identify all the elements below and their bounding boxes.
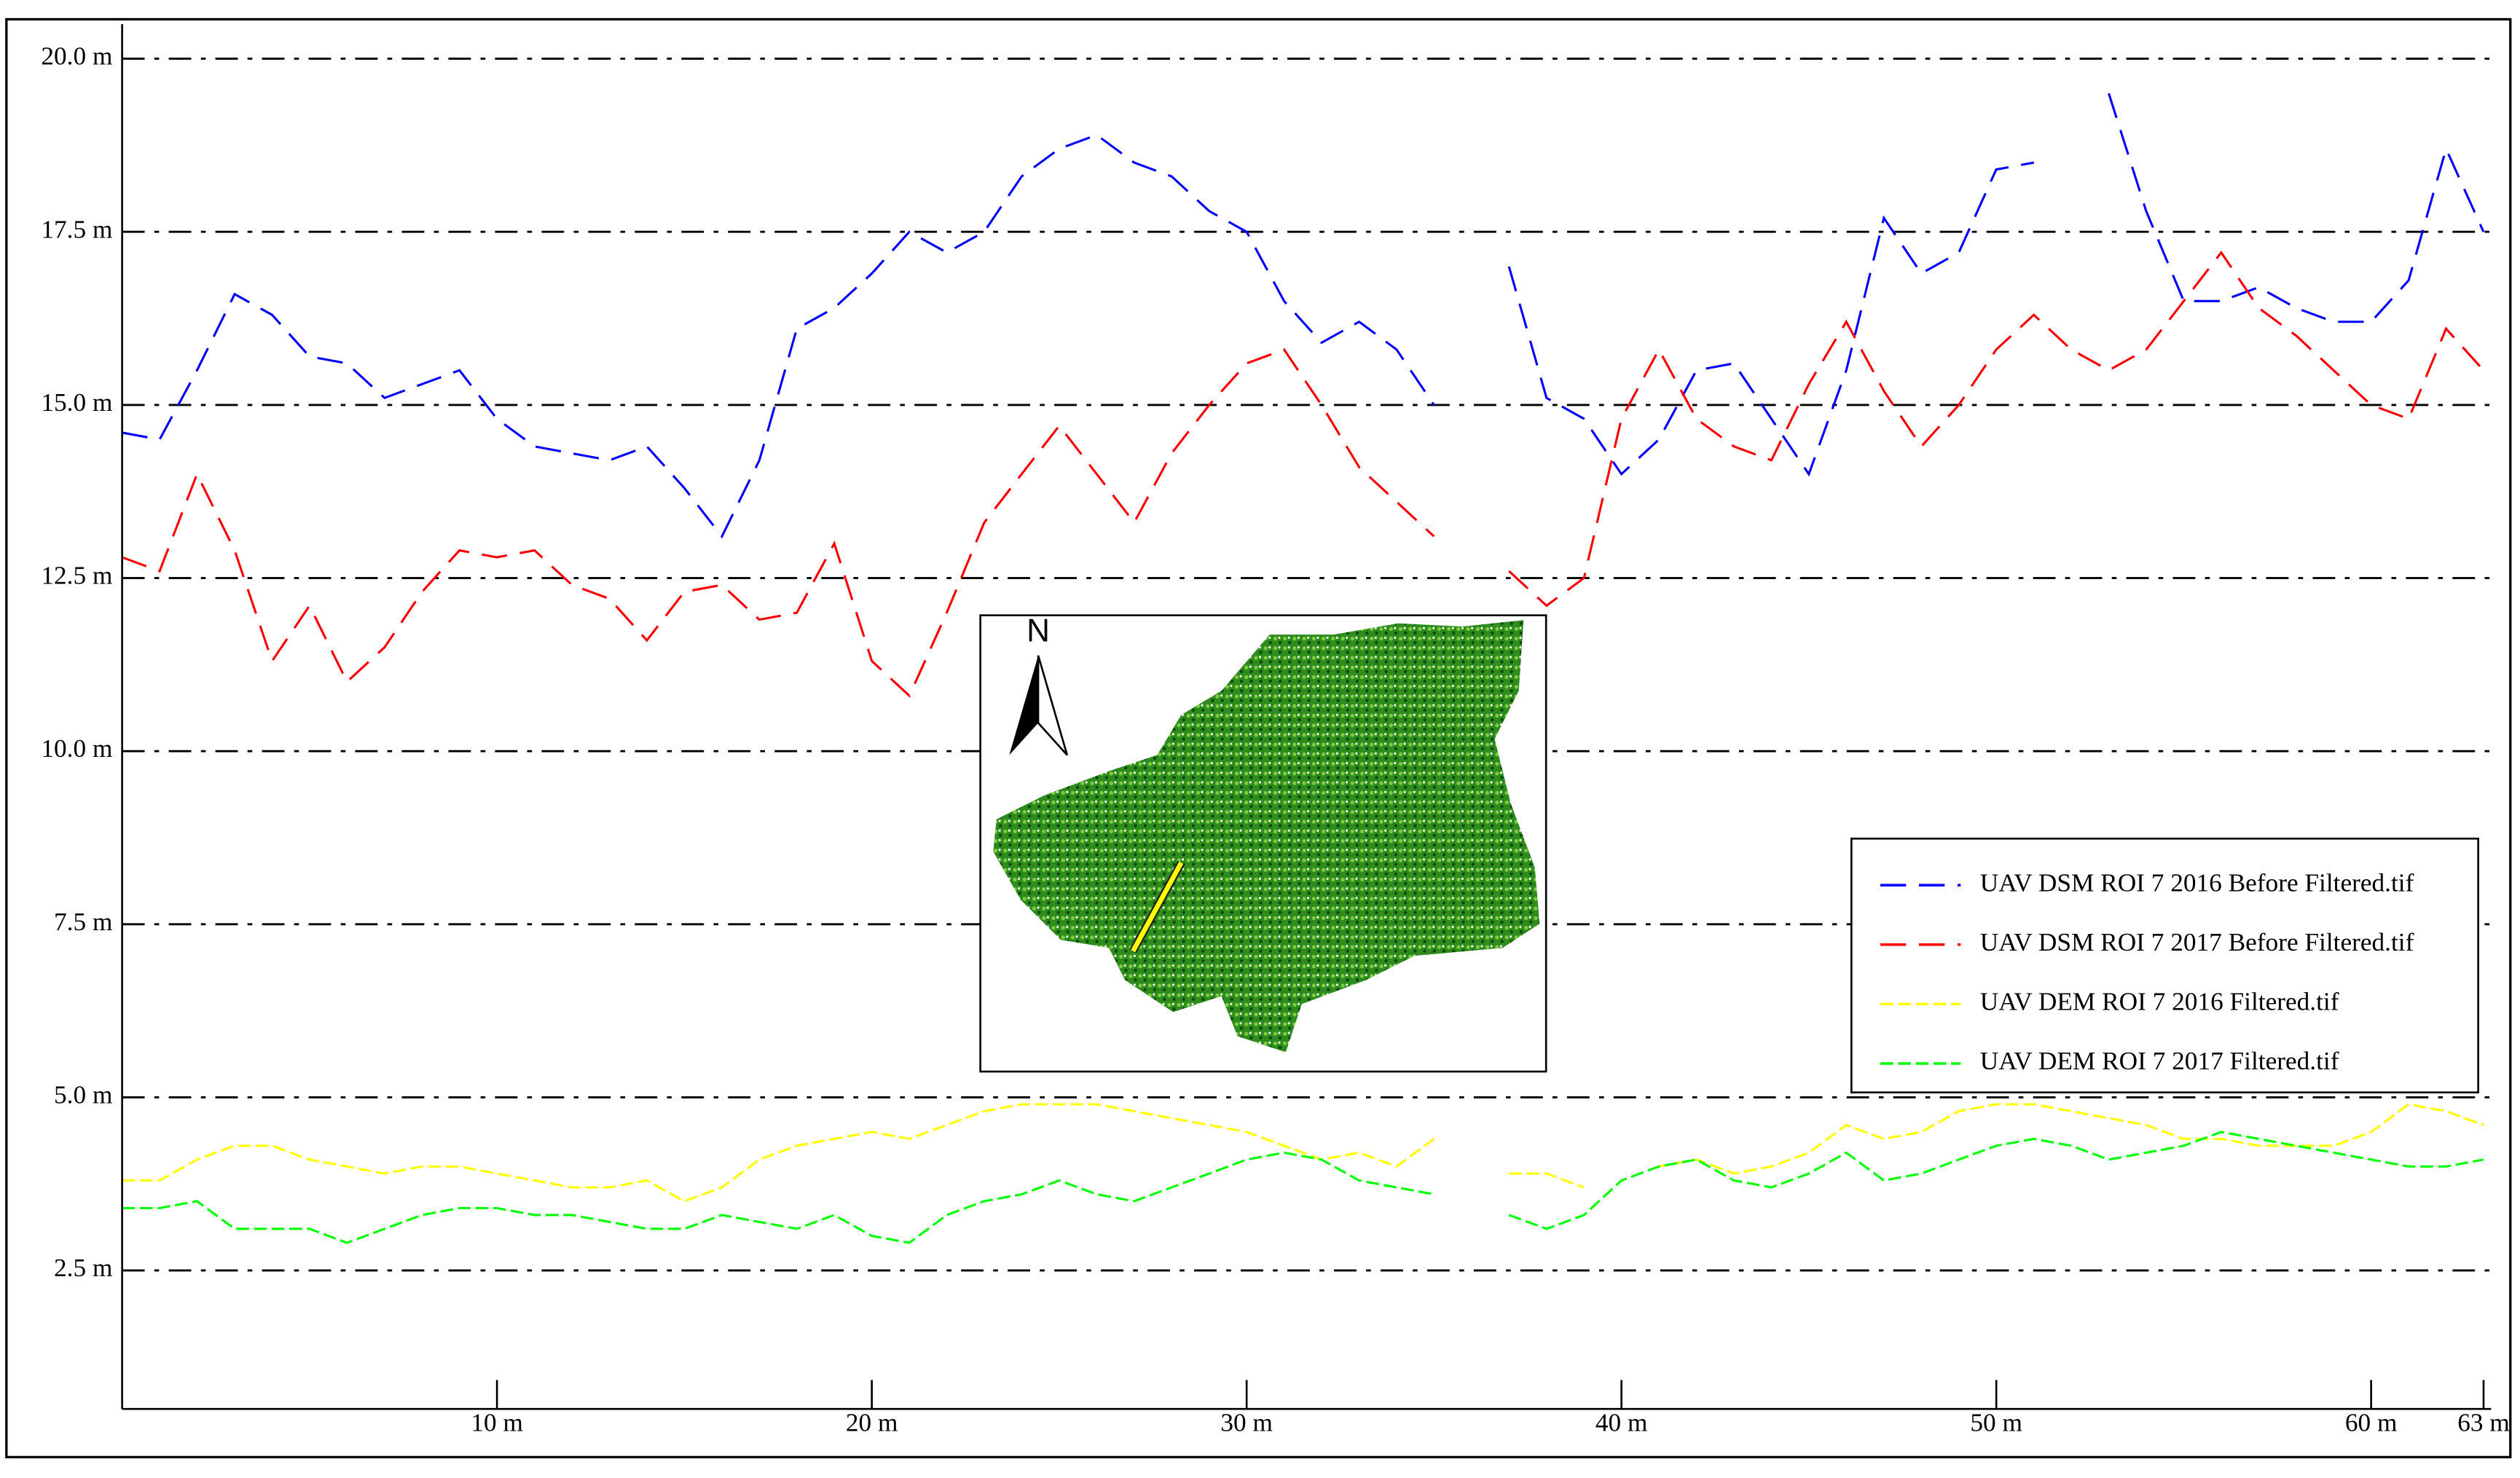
y-tick-label: 12.5 m bbox=[41, 562, 112, 590]
series-line bbox=[122, 1151, 1434, 1244]
y-tick-label: 2.5 m bbox=[54, 1254, 112, 1282]
series-line bbox=[2108, 93, 2485, 323]
legend-label: UAV DEM ROI 7 2016 Filtered.tif bbox=[1980, 987, 2339, 1015]
series-line bbox=[1508, 1131, 2484, 1230]
series-line bbox=[122, 348, 1435, 698]
legend: UAV DSM ROI 7 2016 Before Filtered.tif UA… bbox=[1850, 837, 2479, 1094]
x-tick-label: 40 m bbox=[1595, 1408, 1648, 1436]
series-line bbox=[122, 1103, 1435, 1203]
inset-transect bbox=[1131, 861, 1184, 953]
x-tick-label: 20 m bbox=[846, 1408, 898, 1436]
x-tick-label: 50 m bbox=[1970, 1408, 2022, 1436]
y-tick-label: 5.0 m bbox=[54, 1081, 112, 1109]
inset-canopy bbox=[993, 620, 1540, 1053]
series-line bbox=[1658, 1103, 2484, 1175]
legend-box bbox=[1850, 837, 2479, 1094]
y-tick-label: 7.5 m bbox=[54, 908, 112, 936]
y-tick-label: 15.0 m bbox=[41, 388, 112, 417]
x-tick-label: 10 m bbox=[471, 1408, 523, 1436]
plot-area bbox=[122, 93, 2485, 1244]
grid bbox=[122, 58, 2492, 1272]
x-tick-label: 30 m bbox=[1220, 1408, 1273, 1436]
series-line bbox=[122, 133, 1435, 539]
series-line bbox=[1507, 161, 2034, 477]
series-line bbox=[1508, 251, 2485, 608]
legend-label: UAV DSM ROI 7 2016 Before Filtered.tif bbox=[1980, 868, 2414, 897]
y-tick-label: 10.0 m bbox=[41, 734, 112, 763]
north-arrow-right bbox=[1037, 655, 1069, 756]
y-tick-label: 20.0 m bbox=[41, 42, 112, 71]
legend-label: UAV DSM ROI 7 2017 Before Filtered.tif bbox=[1980, 928, 2414, 956]
inset-map: N bbox=[979, 613, 1547, 1073]
x-tick-label: 60 m bbox=[2345, 1408, 2398, 1436]
y-tick-label: 17.5 m bbox=[41, 215, 112, 243]
series-line bbox=[1509, 1172, 1585, 1189]
legend-label: UAV DEM ROI 7 2017 Filtered.tif bbox=[1980, 1047, 2339, 1075]
north-label: N bbox=[1027, 613, 1050, 649]
x-tick-label: 63 m bbox=[2457, 1408, 2510, 1436]
